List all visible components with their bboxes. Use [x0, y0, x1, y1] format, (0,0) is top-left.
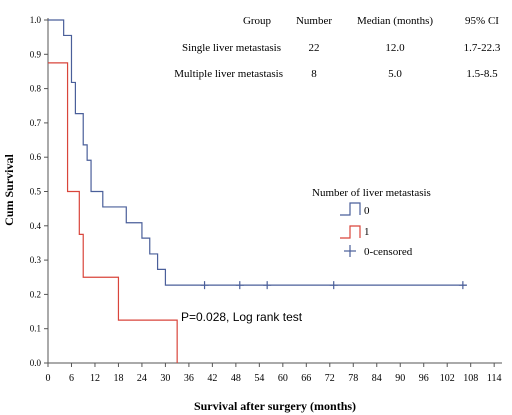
table-row-2-median: 5.0: [388, 68, 402, 80]
x-tick-label: 96: [419, 373, 429, 384]
legend-line-1: [340, 225, 361, 239]
table-row-1-ci: 1.7-22.3: [464, 42, 501, 54]
censor-mark: [200, 281, 209, 290]
axes: [47, 18, 502, 364]
legend-title: Number of liver metastasis: [312, 187, 431, 199]
x-tick-label: 36: [184, 373, 194, 384]
p-value-annotation: P=0.028, Log rank test: [181, 310, 303, 324]
x-tick-label: 18: [113, 373, 123, 384]
x-tick-label: 12: [90, 373, 100, 384]
x-tick-label: 114: [487, 373, 502, 384]
x-tick-label: 48: [231, 373, 241, 384]
y-axis-label: Cum Survival: [2, 154, 16, 226]
table-header-number: Number: [296, 15, 332, 27]
y-tick-label: 0.1: [30, 324, 41, 334]
x-tick-label: 84: [372, 373, 382, 384]
x-tick-label: 78: [348, 373, 358, 384]
y-tick-label: 0.0: [30, 358, 42, 368]
y-tick-label: 0.2: [30, 289, 41, 299]
legend-label-0: 0: [364, 205, 370, 217]
x-axis-label: Survival after surgery (months): [194, 399, 356, 413]
table-row-2-group: Multiple liver metastasis: [174, 68, 283, 80]
table-row-2-ci: 1.5-8.5: [466, 68, 498, 80]
legend: Number of liver metastasis 0 1 0-censore…: [312, 187, 431, 258]
censor-mark: [263, 281, 272, 290]
series-1-line: [48, 62, 178, 363]
table-header-median: Median (months): [357, 15, 433, 27]
x-tick-label: 90: [395, 373, 405, 384]
x-tick-label: 66: [301, 373, 311, 384]
y-tick-label: 0.4: [30, 221, 42, 231]
x-tick-label: 108: [463, 373, 478, 384]
table-header-ci: 95% CI: [465, 15, 499, 27]
x-tick-label: 42: [207, 373, 217, 384]
x-tick-label: 0: [46, 373, 51, 384]
censor-mark: [458, 281, 467, 290]
legend-label-censored: 0-censored: [364, 246, 413, 258]
legend-line-0: [340, 202, 361, 216]
table-row-1-number: 22: [309, 42, 320, 54]
x-tick-label: 54: [254, 373, 264, 384]
x-tick-label: 72: [325, 373, 335, 384]
series-0-line: [48, 19, 467, 286]
x-axis-ticks: 0 6 12 18 24 30 36 42 48 54 60 66 72 78 84 90 96 102 108 11…: [46, 363, 502, 384]
table-row-1-median: 12.0: [385, 42, 405, 54]
y-tick-label: 0.5: [30, 187, 42, 197]
y-axis-ticks: 0.0 0.1 0.2 0.3 0.4 0.5 0.6 0.7 0.8 0.9 1.0: [30, 15, 48, 368]
summary-table: Group Number Median (months) 95% CI Sing…: [174, 15, 501, 80]
y-tick-label: 0.9: [30, 49, 42, 59]
x-tick-label: 30: [160, 373, 170, 384]
y-tick-label: 0.6: [30, 152, 42, 162]
x-tick-label: 60: [278, 373, 288, 384]
table-row-2-number: 8: [311, 68, 317, 80]
table-row-1-group: Single liver metastasis: [182, 42, 281, 54]
x-tick-label: 6: [69, 373, 74, 384]
table-header-group: Group: [243, 15, 272, 27]
series-layer: [48, 19, 467, 363]
x-tick-label: 24: [137, 373, 147, 384]
y-tick-label: 1.0: [30, 15, 42, 25]
y-tick-label: 0.3: [30, 255, 42, 265]
y-tick-label: 0.8: [30, 84, 42, 94]
censor-mark: [235, 281, 244, 290]
legend-label-1: 1: [364, 226, 370, 238]
y-tick-label: 0.7: [30, 118, 42, 128]
x-tick-label: 102: [440, 373, 455, 384]
censor-mark: [329, 281, 338, 290]
